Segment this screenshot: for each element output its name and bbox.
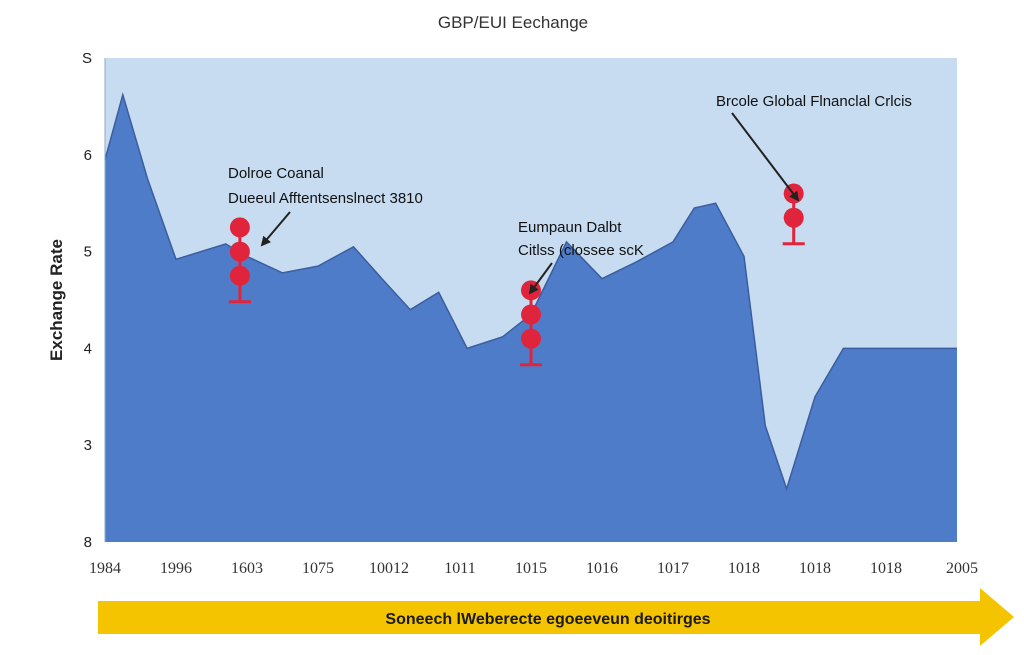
annotation-2-line1: Eumpaun Dalbt [518,219,622,236]
x-tick-label: 1984 [89,560,121,577]
x-tick-label: 1018 [799,560,831,577]
annotation-2-arrow [528,262,553,295]
annotation-2: Eumpaun Dalbt Citlss (clossee scK [518,219,644,295]
x-tick-label: 1603 [231,560,263,577]
x-tick-label: 1018 [870,560,902,577]
x-tick-label: 10012 [369,560,409,577]
marker-dot [521,328,541,349]
footer-timeline-arrow: Soneech lWeberecte egoeeveun deoitirges [98,588,1014,646]
annotation-2-line2: Citlss (clossee scK [518,242,644,259]
x-tick-label: 1075 [302,560,334,577]
x-tick-label: 1015 [515,560,547,577]
y-tick-label: 8 [84,534,92,551]
y-tick-label: 6 [84,147,92,164]
annotation-1-arrow [260,211,291,247]
annotation-1: Dolroe Coanal Dueeul Afftentsenslnect 38… [228,165,423,247]
y-tick-label: S [82,50,92,67]
x-tick-label: 1011 [444,560,475,577]
x-tick-label: 1018 [728,560,760,577]
y-tick-label: 5 [84,244,92,261]
y-tick-label: 3 [84,437,92,454]
y-tick-labels: 8 3 4 5 6 S [82,50,92,551]
marker-dot [783,207,804,228]
annotation-3-arrow [731,112,800,202]
footer-arrow-shape [98,588,1014,646]
annotation-3-line1: Brcole Global Flnanclal Crlcis [716,93,912,110]
footer-label: Soneech lWeberecte egoeeveun deoitirges [385,611,710,628]
x-tick-labels: 1984 1996 1603 1075 10012 1011 1015 1016 1017 101… [89,560,978,577]
event-markers [228,183,805,367]
annotation-1-line1: Dolroe Coanal [228,165,324,182]
chart-title: GBP/EUI Eechange [438,13,588,32]
marker-dot [521,304,541,325]
x-tick-label: 2005 [946,560,978,577]
x-tick-label: 1996 [160,560,192,577]
x-tick-label: 1017 [657,560,689,577]
x-tick-label: 1016 [586,560,618,577]
annotation-1-line2: Dueeul Afftentsenslnect 3810 [228,190,423,207]
marker-dot [229,241,250,262]
y-axis-label: Exchange Rate [47,239,66,361]
marker-dot [229,265,250,286]
marker-dot [229,217,250,238]
annotation-3: Brcole Global Flnanclal Crlcis [716,93,912,202]
y-tick-label: 4 [84,340,92,357]
